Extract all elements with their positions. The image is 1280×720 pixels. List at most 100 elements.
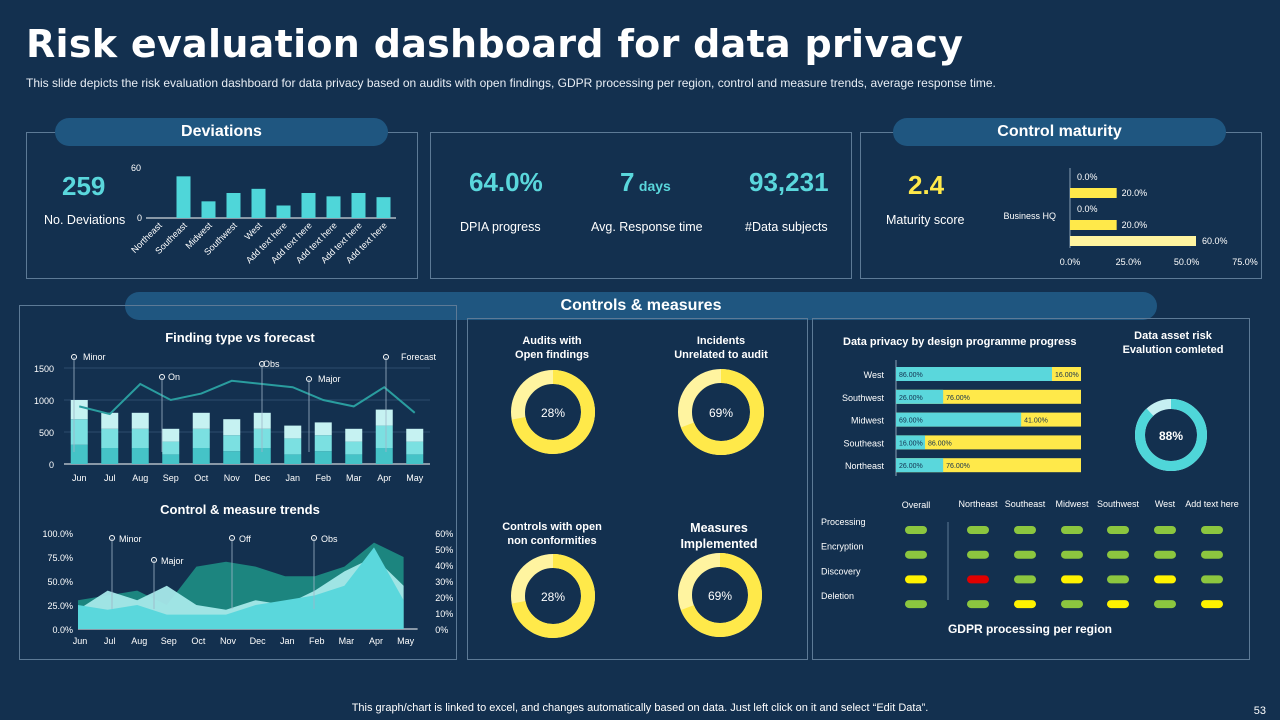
dpia-value: 64.0% [469, 167, 543, 197]
stacked-bar-segment [284, 454, 302, 464]
x-tick-label: Jul [104, 636, 116, 646]
gdpr-status-pill [1014, 600, 1036, 609]
progress-bar-completed [896, 412, 1022, 427]
gdpr-title: GDPR processing per region [947, 622, 1113, 636]
deviation-bar [276, 205, 291, 218]
response-time: 7 days [620, 167, 671, 198]
stacked-bar-segment [70, 444, 88, 464]
deviation-bar [226, 193, 241, 218]
asset-donut: 88% [1135, 399, 1207, 471]
gdpr-status-pill [1107, 575, 1129, 584]
x-tick-label: Mar [346, 473, 362, 483]
maturity-bar-chart: Business HQ 0.0% 20.0% 0.0% 20.0% 60.0% 0.0% 25… [1003, 168, 1258, 267]
deviations-pill: Deviations [55, 118, 388, 146]
x-tick-label: Feb [315, 473, 331, 483]
x-tick-label: Sep [161, 636, 177, 646]
stacked-bar-segment [101, 428, 119, 448]
stacked-bar-segment [70, 419, 88, 445]
y-tick-label: 1500 [34, 364, 54, 374]
right-tick-label: 20% [435, 593, 453, 603]
right-tick-label: 50% [435, 545, 453, 555]
maturity-bar [1070, 236, 1196, 246]
finding-chart-title: Finding type vs forecast [165, 330, 315, 345]
stacked-bar-segment [223, 435, 241, 452]
gdpr-column-header: Add text here [1185, 499, 1239, 509]
response-unit: days [638, 178, 671, 194]
dpia-label: DPIA progress [460, 220, 541, 234]
donut-value-arc [511, 554, 595, 638]
stacked-bar-segment [375, 448, 393, 464]
maturity-bar [1070, 220, 1117, 230]
stacked-bar-segment [192, 448, 210, 464]
deviation-bar [201, 201, 216, 218]
annotation-label: On [168, 372, 180, 382]
gdpr-status-pill [1154, 550, 1176, 559]
asset-title: Data asset risk Evalution comleted [1122, 330, 1224, 356]
x-tick-label: Mar [339, 636, 355, 646]
x-tick-label: Dec [254, 473, 271, 483]
x-tick-label: Jan [280, 636, 295, 646]
category-label: Southwest [842, 393, 885, 403]
annotation-label: Major [161, 556, 184, 566]
y-tick-label: 500 [39, 428, 54, 438]
value-label: 20.0% [1122, 188, 1148, 198]
gdpr-status-pill [1061, 550, 1083, 559]
donut-value-label: 28% [541, 590, 565, 604]
gdpr-status-grid: Overall Northeast Southeast Midwest Southwes… [821, 499, 1239, 609]
stacked-bar-segment [406, 441, 424, 455]
regions-panel [812, 318, 1250, 660]
category-label: Northeast [845, 461, 885, 471]
gdpr-status-pill [1061, 600, 1083, 609]
incidents-title: Incidents Unrelated to audit [674, 335, 768, 361]
x-tick-label: 0.0% [1060, 257, 1081, 267]
stacked-bar-segment [375, 409, 393, 426]
gdpr-status-pill [1061, 526, 1083, 534]
gdpr-status-pill [905, 550, 927, 559]
x-tick-label: Jun [73, 636, 88, 646]
annotation-label: Minor [119, 534, 142, 544]
annotation-label: Obs [263, 359, 280, 369]
findings-panel [19, 305, 457, 660]
donut-value-arc [1135, 399, 1207, 471]
controls-measures-pill: Controls & measures [125, 292, 1157, 320]
gdpr-row-label: Discovery [821, 566, 861, 576]
right-tick-label: 10% [435, 609, 453, 619]
audits-donut: 28% [511, 370, 595, 454]
x-tick-label: Aug [132, 473, 148, 483]
gdpr-status-pill [905, 526, 927, 534]
progress-label-completed: 69.00% [899, 418, 923, 425]
stacked-bar-segment [406, 454, 424, 464]
annotation-label: Forecast [401, 352, 437, 362]
category-label: Midwest [851, 416, 885, 426]
stacked-bar-segment [162, 428, 180, 442]
right-tick-label: 0% [435, 625, 448, 635]
progress-label-completed: 86.00% [899, 372, 923, 379]
donut-value-label: 69% [709, 406, 733, 420]
value-label: 20.0% [1122, 220, 1148, 230]
trend-area [78, 547, 404, 629]
stacked-bar-segment [131, 428, 149, 448]
y-tick-label: 60 [131, 163, 141, 173]
deviation-bar [251, 188, 266, 218]
kpi-panel [430, 132, 852, 279]
donut-value-arc [511, 370, 595, 454]
x-tick-label: 25.0% [1116, 257, 1142, 267]
x-tick-label: Feb [309, 636, 325, 646]
gdpr-status-pill [1154, 575, 1176, 584]
gdpr-row-label: Encryption [821, 542, 864, 552]
donuts-panel [467, 318, 808, 660]
gdpr-column-header: Midwest [1055, 499, 1089, 509]
donut-value-arc [678, 369, 764, 455]
progress-label-remaining: 76.00% [946, 395, 970, 402]
stacked-bar-segment [101, 412, 119, 429]
stacked-bar-segment [314, 435, 332, 452]
right-tick-label: 60% [435, 529, 453, 539]
gdpr-status-pill [1014, 575, 1036, 584]
finding-forecast-chart: 1500 1000 500 0 Jun Jul Aug Sep Oct Nov Dec Jan Feb M… [34, 352, 437, 483]
stacked-bar-segment [375, 425, 393, 448]
progress-bar-completed [896, 389, 944, 404]
stacked-bar-segment [345, 441, 363, 455]
donut-value-label: 88% [1159, 429, 1183, 443]
page-number: 53 [1253, 705, 1266, 717]
y-tick-label: 1000 [34, 396, 54, 406]
